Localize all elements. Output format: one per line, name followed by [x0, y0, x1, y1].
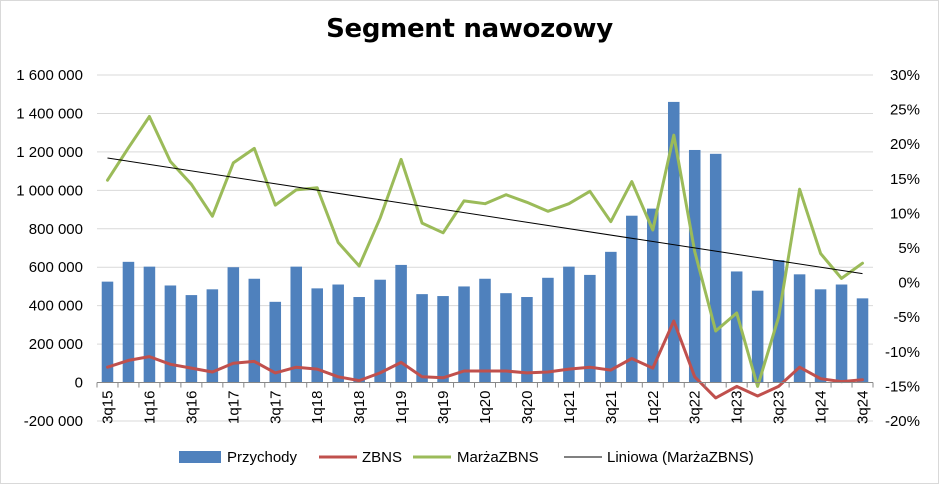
bar-przychody [416, 294, 428, 383]
bar-przychody [856, 298, 869, 383]
y-left-tick-label: 1 000 000 [16, 182, 83, 199]
axes: -200 000 0 200 000 400 000 600 000 800 000 1 0… [16, 67, 920, 430]
y-right-tick-label: 5% [898, 240, 920, 257]
legend-label-przychody: Przychody [227, 449, 298, 466]
chart-title: Segment nawozowy [326, 14, 613, 44]
legend-label-zbns: ZBNS [362, 449, 402, 466]
x-tick-label: 1q16 [141, 391, 158, 424]
bar-przychody [227, 267, 240, 383]
y-right-tick-label: -5% [893, 309, 920, 326]
x-tick-label: 1q23 [729, 391, 746, 424]
y-right-tick-label: 25% [890, 102, 920, 119]
x-tick-label: 3q20 [519, 391, 536, 424]
bar-przychody [500, 293, 512, 383]
bar-przychody [122, 261, 135, 383]
bar-przychody [479, 278, 491, 383]
x-tick-label: 1q17 [225, 391, 242, 424]
x-tick-label: 3q15 [99, 391, 116, 424]
x-tick-label: 1q22 [645, 391, 662, 424]
bar-przychody [751, 290, 764, 383]
y-right-tick-label: 10% [890, 205, 920, 222]
x-tick-label: 1q19 [393, 391, 410, 424]
bar-przychody [835, 284, 848, 383]
y-left-tick-label: 0 [75, 375, 83, 392]
legend-label-trendline: Liniowa (MarżaZBNS) [607, 449, 754, 466]
bar-przychody [311, 288, 323, 383]
x-tick-label: 3q23 [771, 391, 788, 424]
y-left-tick-label: 200 000 [29, 336, 83, 353]
y-left-tick-label: -200 000 [24, 413, 83, 430]
x-tick-label: 3q21 [603, 391, 620, 424]
y-right-tick-label: 30% [890, 67, 920, 84]
bar-przychody [437, 296, 449, 383]
legend: Przychody ZBNS MarżaZBNS Liniowa (MarżaZBNS… [179, 449, 754, 466]
bar-przychody [164, 285, 177, 383]
bar-przychody [626, 215, 638, 383]
bar-przychody [395, 264, 407, 383]
trendline-marza-zbns [107, 157, 863, 275]
bar-przychody [709, 153, 722, 383]
bar-przychody [269, 301, 282, 383]
x-tick-label: 3q18 [351, 391, 368, 424]
y-left-tick-label: 1 400 000 [16, 105, 83, 122]
y-right-tick-label: 0% [898, 275, 920, 292]
line-series [106, 115, 864, 400]
bar-przychody [814, 289, 827, 383]
bar-przychody [290, 266, 303, 383]
line-marza-zbns [106, 115, 864, 388]
x-tick-label: 1q21 [561, 391, 578, 424]
bar-przychody [605, 251, 617, 383]
bar-przychody [584, 274, 596, 383]
y-left-tick-label: 400 000 [29, 298, 83, 315]
bar-series [101, 101, 869, 383]
bar-przychody [688, 149, 701, 383]
y-right-tick-label: 15% [890, 171, 920, 188]
bar-przychody [667, 101, 680, 383]
bar-przychody [101, 281, 114, 383]
bar-przychody [542, 277, 554, 383]
line-zbns [106, 319, 864, 400]
bar-przychody [374, 279, 386, 383]
x-tick-label: 3q22 [687, 391, 704, 424]
bar-przychody [458, 286, 470, 383]
bar-przychody [353, 297, 365, 383]
y-right-tick-label: 20% [890, 136, 920, 153]
x-tick-label: 3q17 [267, 391, 284, 424]
x-tick-label: 1q18 [309, 391, 326, 424]
y-right-tick-label: -20% [885, 413, 920, 430]
x-tick-label: 1q24 [813, 391, 830, 424]
x-tick-label: 1q20 [477, 391, 494, 424]
y-right-tick-label: -15% [885, 378, 920, 395]
y-left-tick-label: 1 200 000 [16, 144, 83, 161]
bar-przychody [143, 266, 156, 383]
y-right-tick-label: -10% [885, 344, 920, 361]
x-tick-label: 3q16 [183, 391, 200, 424]
bar-przychody [647, 208, 659, 383]
y-left-tick-label: 1 600 000 [16, 67, 83, 84]
x-tick-label: 3q19 [435, 391, 452, 424]
bar-przychody [332, 284, 344, 383]
bar-przychody [563, 266, 575, 383]
y-left-tick-label: 600 000 [29, 259, 83, 276]
x-tick-label: 3q24 [855, 391, 872, 424]
bar-przychody [248, 278, 261, 383]
bar-przychody [730, 271, 743, 383]
legend-label-marza-zbns: MarżaZBNS [457, 449, 539, 466]
bar-przychody [793, 274, 806, 383]
bar-przychody [521, 297, 533, 383]
bar-przychody [206, 289, 219, 383]
legend-swatch-przychody [179, 451, 221, 463]
y-left-tick-label: 800 000 [29, 221, 83, 238]
bar-przychody [185, 295, 198, 383]
